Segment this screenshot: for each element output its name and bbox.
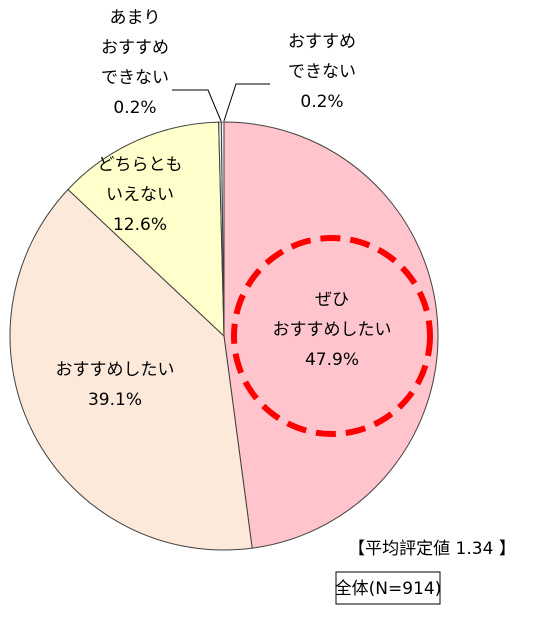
annotation-box (335, 571, 441, 605)
pie-slice (67, 121, 225, 338)
value-label: 39.1% (88, 390, 142, 410)
pie-slice (223, 121, 439, 549)
highlight-circle (231, 235, 433, 437)
annotation: 全体(N=914) (335, 579, 442, 599)
slice-label: ぜひ (315, 290, 349, 310)
slice-label: どちらとも (98, 155, 183, 175)
slice-label: おすすめ (288, 32, 356, 52)
value-label: 0.2% (113, 98, 156, 118)
value-label: 47.9% (305, 350, 359, 370)
slice-label: あまり (110, 8, 161, 28)
slice-label: おすすめ (101, 38, 169, 58)
slice-label: おすすめしたい (56, 360, 175, 380)
slice-label: いえない (106, 185, 174, 205)
value-label: 12.6% (113, 215, 167, 235)
pie-slice (9, 188, 253, 551)
leader-line (172, 89, 222, 122)
pie (9, 121, 439, 551)
slice-label: できない (288, 62, 356, 82)
pie-slice (220, 121, 225, 337)
value-label: 0.2% (300, 92, 343, 112)
annotation: 【平均評定値 1.34 】 (348, 539, 516, 559)
slice-label: できない (101, 68, 169, 88)
slice-label: おすすめしたい (273, 320, 392, 340)
leader-line (223, 83, 270, 122)
